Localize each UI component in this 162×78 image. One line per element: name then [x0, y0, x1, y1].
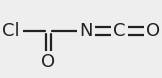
Text: Cl: Cl: [2, 22, 20, 40]
Text: C: C: [113, 22, 126, 40]
Text: N: N: [79, 22, 92, 40]
Text: O: O: [41, 53, 56, 71]
Text: O: O: [146, 22, 161, 40]
